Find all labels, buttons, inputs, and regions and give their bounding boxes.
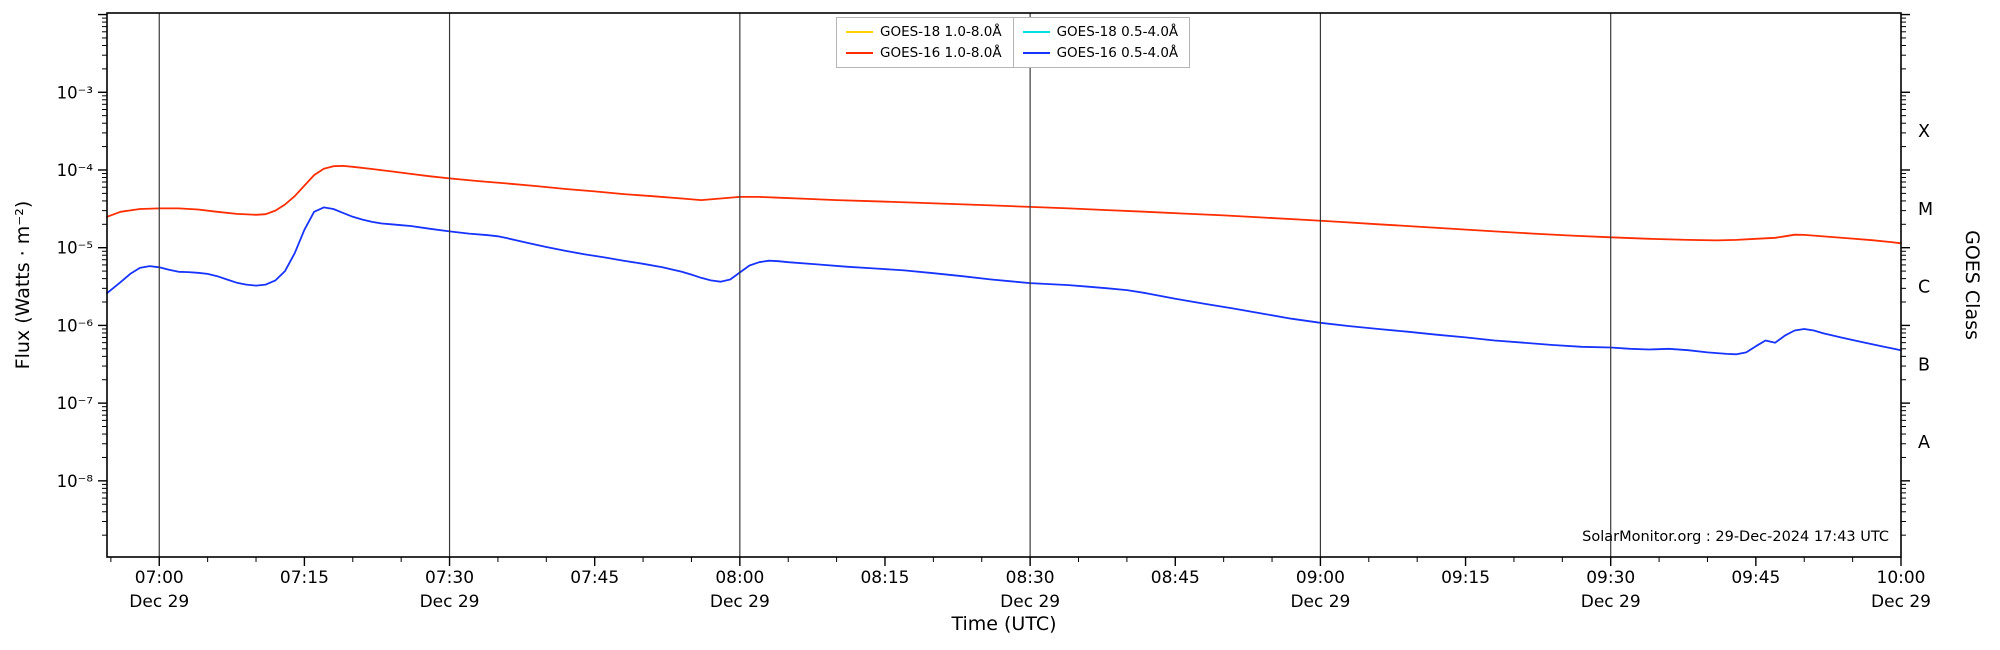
series-line-goes16-short bbox=[106, 206, 1902, 356]
legend-label-goes16-long: GOES-16 1.0-8.0Å bbox=[880, 45, 1002, 61]
legend-swatch-goes16-short bbox=[1022, 52, 1050, 54]
x-tick-label: 08:15 bbox=[860, 568, 909, 588]
goes-class-label: B bbox=[1918, 355, 1930, 375]
x-tick-label: 07:30 bbox=[425, 568, 474, 588]
goes-class-labels: X M C B A bbox=[1918, 122, 1933, 453]
x-tick-sublabel: Dec 29 bbox=[1871, 592, 1931, 612]
y-tick-label: 10⁻⁶ bbox=[57, 316, 94, 335]
series-group bbox=[106, 165, 1902, 356]
x-tick-label: 10:00 bbox=[1877, 568, 1926, 588]
x-tick-label: 09:15 bbox=[1441, 568, 1490, 588]
x-tick-label: 07:00 bbox=[135, 568, 184, 588]
y-axis-label-flux: Flux (Watts · m⁻²) bbox=[12, 200, 34, 370]
y-tick-label: 10⁻⁴ bbox=[57, 161, 94, 180]
y-tick-label: 10⁻³ bbox=[57, 83, 93, 102]
goes-class-label: A bbox=[1918, 433, 1930, 453]
legend-swatch-goes16-long bbox=[846, 52, 873, 54]
plot-border bbox=[106, 12, 1902, 558]
y-axis-ticks: 10⁻³ 10⁻⁴ 10⁻⁵ 10⁻⁶ 10⁻⁷ 10⁻⁸ bbox=[57, 13, 1910, 536]
x-tick-sublabel: Dec 29 bbox=[420, 592, 480, 612]
legend-box-short-channel: GOES-18 0.5-4.0Å GOES-16 0.5-4.0Å bbox=[1012, 17, 1191, 68]
gridlines bbox=[158, 13, 1612, 557]
x-tick-label: 08:00 bbox=[715, 568, 764, 588]
series-line-goes16-long bbox=[106, 165, 1902, 245]
legend-label-goes16-short: GOES-16 0.5-4.0Å bbox=[1056, 45, 1179, 61]
x-tick-label: 09:30 bbox=[1586, 568, 1635, 588]
legend-label-goes18-long: GOES-18 1.0-8.0Å bbox=[880, 24, 1002, 40]
legend-box-long-channel: GOES-18 1.0-8.0Å GOES-16 1.0-8.0Å bbox=[836, 17, 1014, 68]
legend-entry-goes18-short: GOES-18 0.5-4.0Å bbox=[1022, 23, 1179, 41]
legend-label-goes18-short: GOES-18 0.5-4.0Å bbox=[1056, 24, 1179, 40]
x-tick-sublabel: Dec 29 bbox=[1581, 592, 1641, 612]
x-tick-sublabel: Dec 29 bbox=[1290, 592, 1350, 612]
x-tick-sublabel: Dec 29 bbox=[129, 592, 189, 612]
x-tick-sublabel: Dec 29 bbox=[710, 592, 770, 612]
legend: GOES-18 1.0-8.0Å GOES-16 1.0-8.0Å GOES-1… bbox=[836, 17, 1191, 68]
x-tick-label: 07:15 bbox=[280, 568, 329, 588]
legend-entry-goes16-long: GOES-16 1.0-8.0Å bbox=[846, 44, 1002, 62]
x-tick-label: 07:45 bbox=[570, 568, 619, 588]
goes-class-label: C bbox=[1918, 278, 1930, 298]
goes-class-label: M bbox=[1918, 200, 1933, 220]
y-axis-label-goes-class: GOES Class bbox=[1961, 230, 1983, 340]
y-tick-label: 10⁻⁷ bbox=[57, 394, 93, 413]
goes-class-label: X bbox=[1918, 122, 1930, 142]
x-axis-ticks: 07:00 Dec 29 07:15 07:30 Dec 29 07:45 08:00 Dec… bbox=[110, 557, 1931, 612]
legend-entry-goes16-short: GOES-16 0.5-4.0Å bbox=[1022, 44, 1179, 62]
legend-swatch-goes18-short bbox=[1022, 31, 1050, 33]
y-tick-label: 10⁻⁸ bbox=[57, 472, 94, 491]
x-tick-label: 08:45 bbox=[1151, 568, 1200, 588]
x-tick-label: 09:45 bbox=[1731, 568, 1780, 588]
watermark-text: SolarMonitor.org : 29-Dec-2024 17:43 UTC bbox=[1582, 529, 1889, 545]
legend-swatch-goes18-long bbox=[846, 31, 873, 33]
y-tick-label: 10⁻⁵ bbox=[57, 239, 93, 258]
x-tick-label: 09:00 bbox=[1296, 568, 1345, 588]
x-tick-sublabel: Dec 29 bbox=[1000, 592, 1060, 612]
legend-entry-goes18-long: GOES-18 1.0-8.0Å bbox=[846, 23, 1002, 41]
plot-area bbox=[107, 13, 1901, 557]
x-axis-label-time: Time (UTC) bbox=[951, 613, 1057, 635]
x-tick-label: 08:30 bbox=[1006, 568, 1055, 588]
